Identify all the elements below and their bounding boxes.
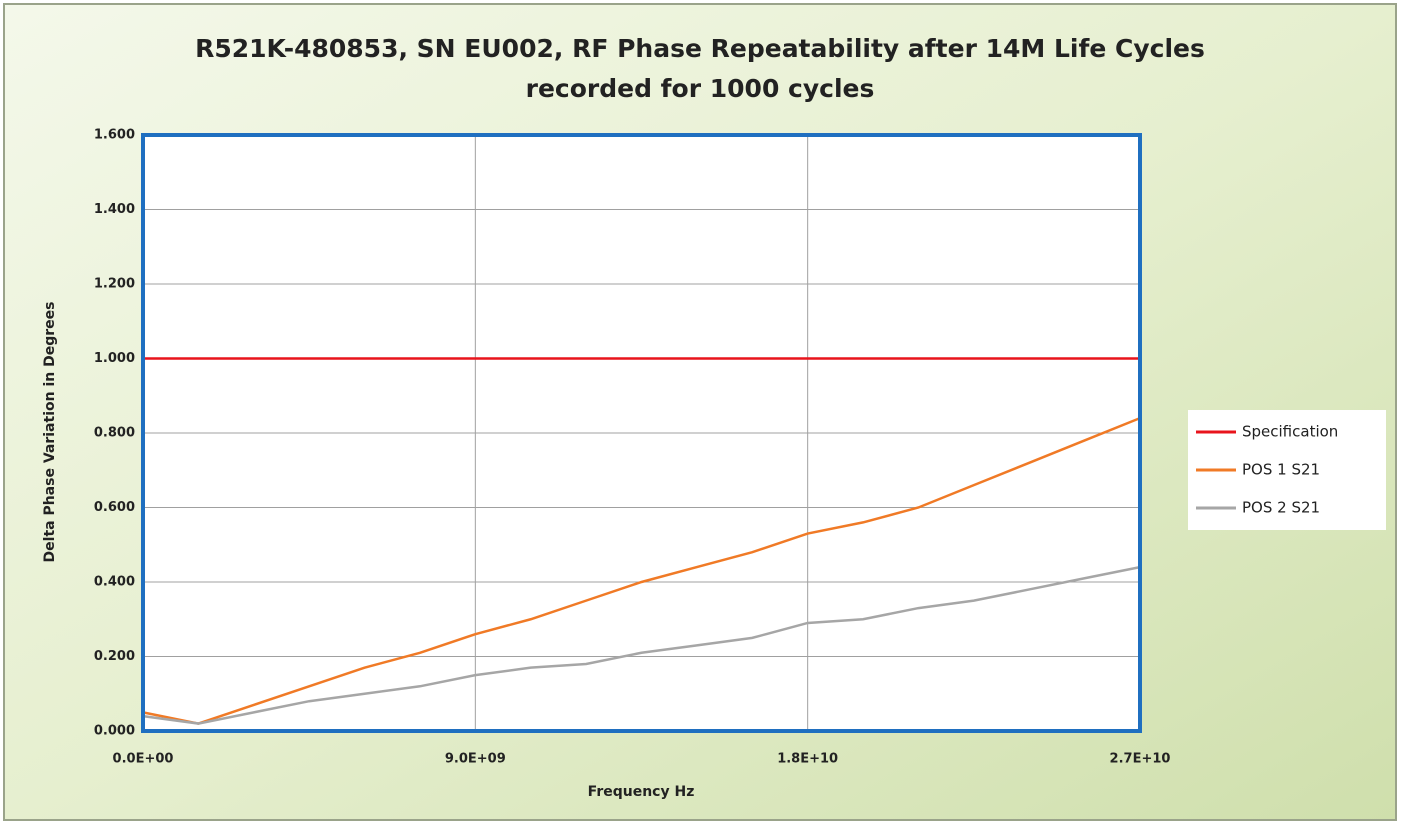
x-tick-label: 1.8E+10 (777, 752, 838, 767)
y-tick-label: 1.400 (94, 202, 135, 217)
legend-label: Specification (1242, 423, 1338, 441)
y-tick-label: 0.200 (94, 649, 135, 664)
y-tick-label: 1.000 (94, 351, 135, 366)
y-tick-label: 0.800 (94, 426, 135, 441)
y-tick-label: 1.600 (94, 128, 135, 143)
chart-title: R521K-480853, SN EU002, RF Phase Repeata… (195, 34, 1205, 63)
y-tick-label: 0.000 (94, 724, 135, 739)
x-tick-label: 2.7E+10 (1110, 752, 1171, 767)
x-axis-label: Frequency Hz (588, 784, 695, 800)
y-tick-label: 1.200 (94, 277, 135, 292)
plot-border (141, 133, 1142, 733)
y-axis-label: Delta Phase Variation in Degrees (42, 302, 58, 563)
y-tick-label: 0.600 (94, 500, 135, 515)
x-tick-label: 0.0E+00 (113, 752, 174, 767)
legend-label: POS 1 S21 (1242, 461, 1320, 479)
series-line (142, 416, 1141, 725)
series-line (142, 565, 1141, 725)
y-tick-label: 0.400 (94, 575, 135, 590)
chart-subtitle: recorded for 1000 cycles (526, 74, 875, 103)
x-tick-label: 9.0E+09 (445, 752, 506, 767)
legend-label: POS 2 S21 (1242, 499, 1320, 517)
